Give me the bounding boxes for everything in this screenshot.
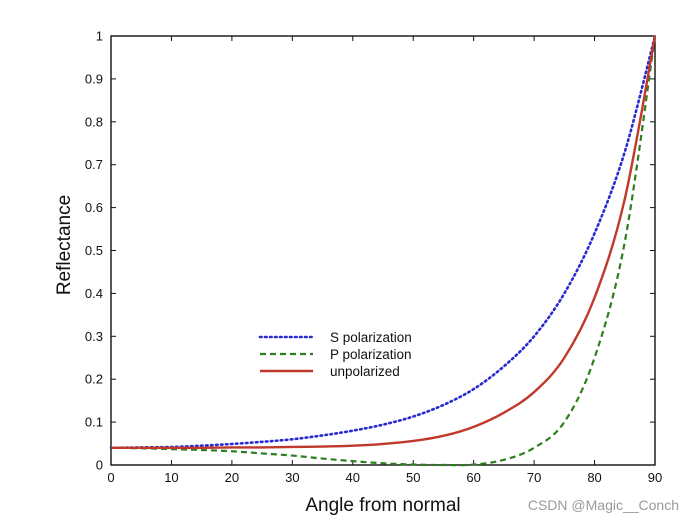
- legend-label-s-polarization: S polarization: [330, 330, 412, 345]
- y-tick-label: 0.6: [85, 200, 103, 215]
- x-tick-label: 80: [587, 470, 601, 485]
- series-line-unpolarized: [110, 35, 657, 450]
- y-tick-label: 0.7: [85, 157, 103, 172]
- x-tick-label: 60: [466, 470, 480, 485]
- y-tick-label: 0: [96, 458, 103, 473]
- x-tick-label: 90: [648, 470, 662, 485]
- y-tick-label: 0.8: [85, 114, 103, 129]
- watermark: CSDN @Magic__Conch: [527, 497, 679, 513]
- legend-label-p-polarization: P polarization: [330, 347, 412, 362]
- y-tick-label: 0.2: [85, 372, 103, 387]
- x-tick-label: 30: [285, 470, 299, 485]
- series-lines: [109, 34, 657, 467]
- legend-label-unpolarized: unpolarized: [330, 364, 400, 379]
- y-tick-label: 0.4: [85, 286, 103, 301]
- x-tick-label: 70: [527, 470, 541, 485]
- x-tick-label: 40: [346, 470, 360, 485]
- y-tick-label: 0.1: [85, 415, 103, 430]
- x-tick-label: 50: [406, 470, 420, 485]
- legend: S polarization P polarization unpolarize…: [258, 330, 412, 379]
- series-line-s-polarization: [109, 34, 657, 450]
- y-tick-label: 0.5: [85, 243, 103, 258]
- x-axis-title: Angle from normal: [305, 495, 460, 516]
- x-tick-label: 10: [164, 470, 178, 485]
- y-tick-label: 0.3: [85, 329, 103, 344]
- x-tick-label: 20: [225, 470, 239, 485]
- x-tick-label: 0: [107, 470, 114, 485]
- series-line-p-polarization: [110, 35, 657, 467]
- axis-ticks: 0 10 20 30 40 50 60 70 80 90 0 0.1 0.2 0.3 0.4 0.5 0.6 0.…: [85, 29, 662, 486]
- y-tick-label: 1: [96, 29, 103, 44]
- y-axis-title: Reflectance: [54, 195, 75, 295]
- plot-frame: [110, 35, 656, 466]
- y-tick-label: 0.9: [85, 71, 103, 86]
